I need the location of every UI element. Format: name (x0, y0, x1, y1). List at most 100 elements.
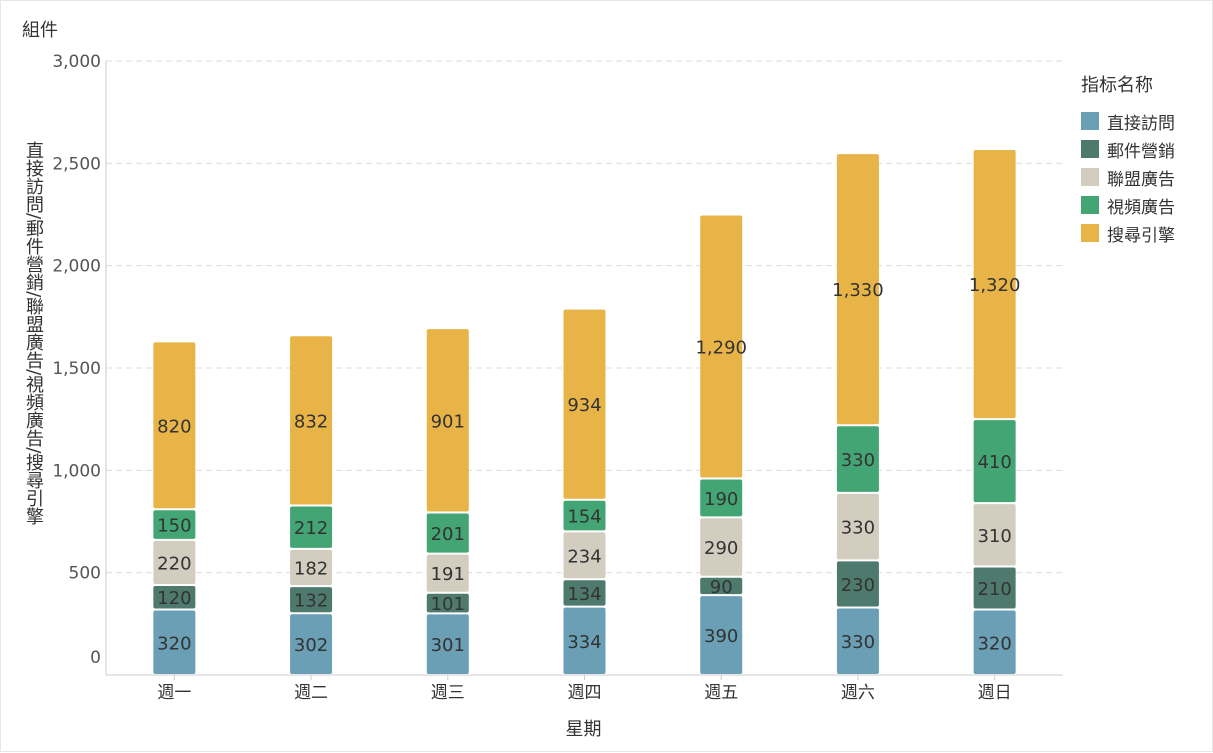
y-tick-label: 0 (90, 648, 101, 668)
data-label: 330 (841, 518, 875, 539)
legend: 指标名称 直接訪問郵件營銷聯盟廣告視頻廣告搜尋引擎 (1081, 71, 1175, 247)
legend-item[interactable]: 直接訪問 (1081, 107, 1175, 135)
legend-swatch (1081, 140, 1099, 158)
data-label: 832 (294, 411, 328, 432)
data-label: 1,320 (969, 275, 1021, 296)
bar-segment (290, 587, 333, 613)
data-label: 330 (841, 632, 875, 653)
legend-title: 指标名称 (1081, 75, 1153, 96)
bar-segment (426, 593, 469, 613)
data-label: 220 (157, 553, 191, 574)
y-tick-label: 1,000 (52, 461, 101, 481)
data-label: 201 (431, 524, 465, 545)
bar-segment (153, 510, 196, 539)
y-tick-label: 2,500 (52, 154, 101, 174)
data-label: 154 (567, 507, 601, 528)
data-label: 190 (704, 489, 738, 510)
data-label: 302 (294, 635, 328, 656)
bar-segment (563, 500, 606, 531)
data-label: 230 (841, 575, 875, 596)
legend-label: 直接訪問 (1107, 113, 1175, 134)
bar-segment (700, 577, 743, 595)
bar-segment (153, 610, 196, 674)
data-label: 334 (567, 632, 601, 653)
y-tick-label: 1,500 (52, 359, 101, 379)
data-label: 150 (157, 516, 191, 537)
bar-segment (290, 336, 333, 505)
legend-item[interactable]: 聯盟廣告 (1081, 163, 1175, 191)
data-label: 330 (841, 450, 875, 471)
bar-segment (290, 549, 333, 586)
legend-item[interactable]: 搜尋引擎 (1081, 219, 1175, 247)
legend-swatch (1081, 112, 1099, 130)
data-label: 310 (977, 526, 1011, 547)
data-label: 410 (977, 452, 1011, 473)
x-tick-label: 週二 (294, 683, 328, 703)
widget-title: 組件 (22, 20, 58, 41)
data-label: 934 (567, 395, 601, 416)
bar-segment (836, 561, 879, 607)
x-tick-label: 週六 (841, 683, 875, 703)
legend-swatch (1081, 196, 1099, 214)
data-label: 191 (431, 564, 465, 585)
bar-segment (973, 150, 1016, 419)
x-axis-title: 星期 (565, 719, 602, 740)
legend-swatch (1081, 168, 1099, 186)
data-label: 90 (710, 577, 733, 598)
bar-segment (973, 567, 1016, 609)
data-label: 290 (704, 538, 738, 559)
y-tick-label: 500 (69, 564, 101, 584)
data-label: 101 (431, 594, 465, 615)
data-label: 1,290 (695, 338, 747, 359)
legend-label: 聯盟廣告 (1107, 169, 1175, 190)
y-tick-label: 2,000 (52, 257, 101, 277)
x-tick-label: 週五 (704, 683, 738, 703)
bar-segment (836, 154, 879, 425)
x-tick-label: 週一 (157, 683, 191, 703)
legend-items: 直接訪問郵件營銷聯盟廣告視頻廣告搜尋引擎 (1081, 107, 1175, 247)
bar-segment (563, 309, 606, 499)
bar-segment (700, 479, 743, 517)
x-tick-label: 週四 (568, 683, 602, 703)
data-label: 320 (977, 633, 1011, 654)
bar-segment (153, 342, 196, 509)
bar-segment (836, 426, 879, 492)
data-label: 234 (567, 546, 601, 567)
data-label: 120 (157, 588, 191, 609)
bar-segment (563, 607, 606, 674)
legend-swatch (1081, 224, 1099, 242)
legend-label: 郵件營銷 (1107, 141, 1175, 162)
bar-segment (700, 596, 743, 674)
y-axis-title: 直接訪問/郵件營銷/聯盟廣告/視頻廣告/搜尋引擎 (23, 141, 44, 526)
bar-segment (563, 532, 606, 579)
bar-segment (836, 608, 879, 674)
data-label: 132 (294, 591, 328, 612)
x-tick-label: 週三 (431, 683, 465, 703)
bar-segment (426, 329, 469, 512)
legend-label: 視頻廣告 (1107, 197, 1175, 218)
data-label: 212 (294, 518, 328, 539)
legend-item[interactable]: 視頻廣告 (1081, 191, 1175, 219)
bar-segment (563, 580, 606, 606)
data-label: 901 (431, 411, 465, 432)
data-label: 390 (704, 626, 738, 647)
bar-segment (290, 614, 333, 674)
legend-label: 搜尋引擎 (1107, 225, 1175, 246)
data-label: 320 (157, 633, 191, 654)
bar-segment (153, 585, 196, 609)
data-label: 301 (431, 635, 465, 656)
x-tick-label: 週日 (978, 683, 1012, 703)
bar-segment (426, 614, 469, 674)
bar-segment (426, 554, 469, 592)
data-label: 1,330 (832, 280, 884, 301)
data-label: 820 (157, 416, 191, 437)
data-label: 210 (977, 579, 1011, 600)
bar-segment (836, 493, 879, 560)
bar-segment (700, 215, 743, 478)
bar-segment (153, 540, 196, 584)
bar-segment (973, 610, 1016, 674)
bar-segment (290, 506, 333, 548)
legend-item[interactable]: 郵件營銷 (1081, 135, 1175, 163)
